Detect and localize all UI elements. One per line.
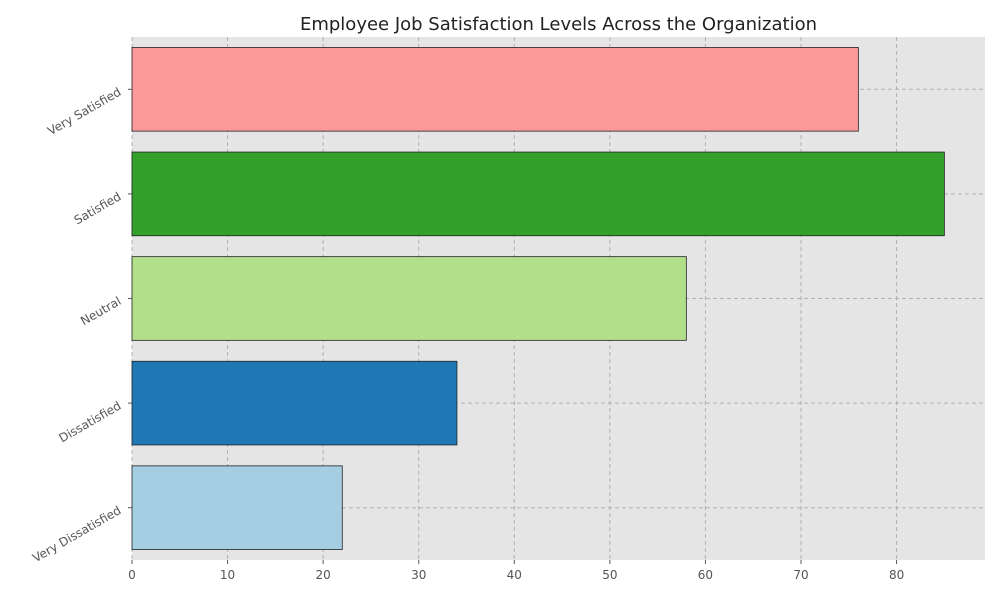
bar-neutral	[131, 256, 687, 341]
x-tick-label: 50	[602, 568, 617, 582]
bar-dissatisfied	[131, 360, 458, 446]
bar-very-satisfied	[131, 47, 859, 132]
y-tick-label: Very Satisfied	[45, 85, 123, 138]
y-axis-ticks: Very Dissatisfied Dissatisfied Neutral Sati…	[30, 85, 132, 565]
x-tick-label: 70	[793, 568, 808, 582]
x-tick-label: 0	[128, 568, 136, 582]
x-tick-label: 30	[411, 568, 426, 582]
y-tick-label: Dissatisfied	[57, 399, 124, 446]
x-tick-label: 60	[698, 568, 713, 582]
x-tick-label: 80	[889, 568, 904, 582]
bar-very-dissatisfied	[131, 465, 343, 550]
y-tick-label: Satisfied	[72, 189, 124, 227]
y-tick-label: Very Dissatisfied	[30, 503, 123, 565]
x-tick-label: 10	[220, 568, 235, 582]
y-tick-label: Neutral	[78, 294, 123, 328]
bar-satisfied	[131, 151, 945, 237]
x-tick-label: 40	[507, 568, 522, 582]
x-axis-ticks: 0 10 20 30 40 50 60 70 80	[128, 560, 904, 582]
x-tick-label: 20	[316, 568, 331, 582]
chart-title: Employee Job Satisfaction Levels Across …	[300, 14, 817, 35]
